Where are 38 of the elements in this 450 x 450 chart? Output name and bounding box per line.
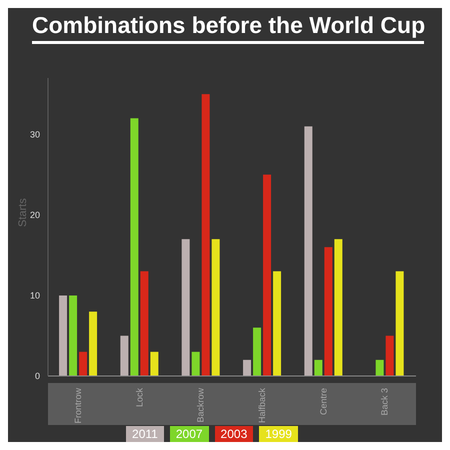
bar: [182, 239, 190, 376]
y-tick-label: 0: [34, 371, 40, 382]
bar: [89, 312, 98, 376]
x-tick-label: Centre: [318, 388, 328, 416]
bar: [314, 360, 322, 376]
x-tick-label: Halfback: [257, 388, 268, 424]
x-tick-label: Backrow: [196, 388, 206, 423]
bar: [192, 352, 200, 376]
x-tick-label: Back 3: [380, 388, 390, 416]
bar: [243, 360, 252, 376]
bar: [120, 336, 128, 376]
text: 1999: [259, 426, 298, 442]
text: 2007: [170, 426, 209, 442]
bar: [304, 126, 312, 376]
bar: [376, 360, 384, 376]
bar: [130, 118, 138, 376]
bar: [150, 352, 158, 376]
x-tick-label: Frontrow: [73, 388, 84, 424]
bar: [69, 295, 78, 376]
bar: [273, 271, 282, 376]
text: 2003: [214, 426, 254, 442]
bar: [334, 239, 342, 376]
text: 2011: [126, 426, 164, 442]
y-tick-label: 10: [30, 290, 40, 301]
y-tick-label: 30: [30, 130, 40, 140]
bar: [212, 239, 220, 376]
bar: [79, 352, 88, 376]
bar: [140, 271, 148, 376]
bar: [396, 271, 404, 376]
chart-title: Combinations before the World Cup: [32, 12, 426, 44]
bar: [253, 328, 262, 376]
x-tick-label: Lock: [134, 388, 144, 408]
bar: [59, 295, 68, 376]
bar: [324, 247, 332, 376]
y-tick-label: 20: [30, 210, 40, 220]
bar: [386, 336, 394, 376]
bar: [263, 174, 272, 376]
bar: [202, 94, 210, 376]
